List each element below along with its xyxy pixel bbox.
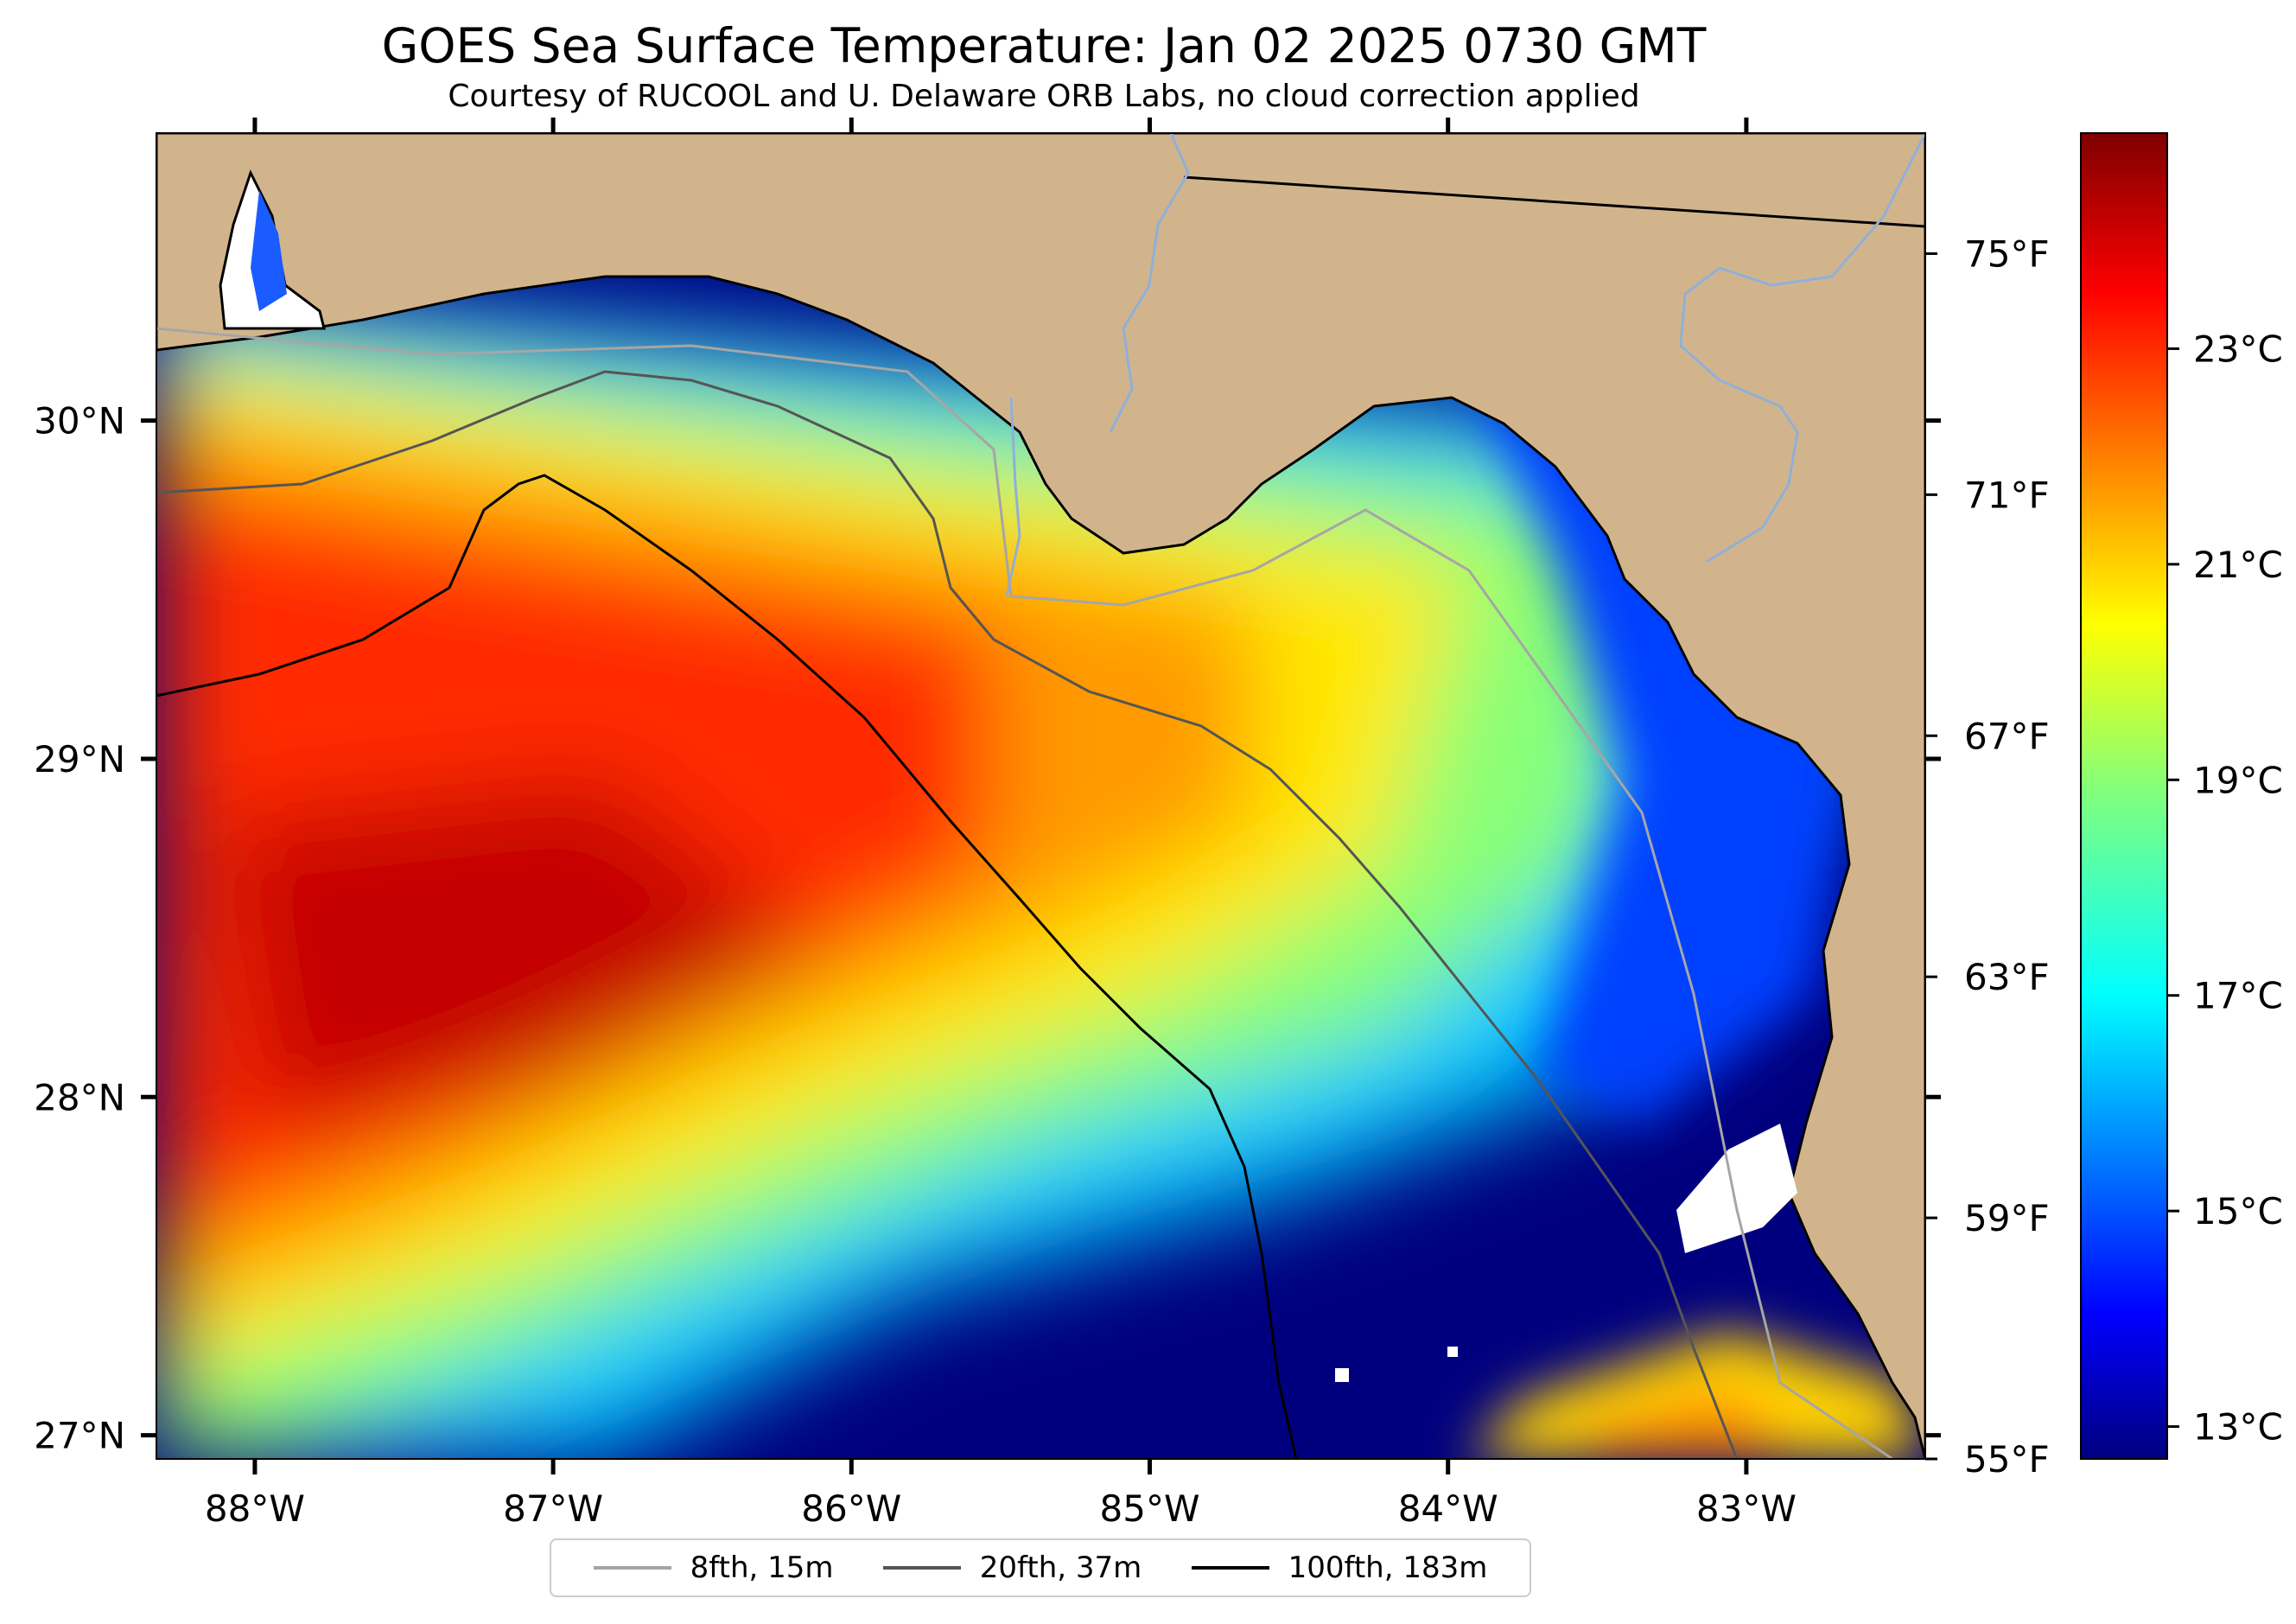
fahrenheit-tick-label: 67°F	[1964, 715, 2050, 757]
legend-label: 8fth, 15m	[690, 1551, 834, 1585]
legend-line-swatch	[1191, 1566, 1269, 1570]
isobath-contours	[156, 327, 1893, 1459]
lon-tick-label: 83°W	[1696, 1487, 1797, 1530]
lat-tick-label: 29°N	[34, 738, 125, 780]
isobath-100fth	[156, 474, 1298, 1459]
legend-label: 100fth, 183m	[1288, 1551, 1488, 1585]
colorbar-tick-label: 23°C	[2193, 328, 2283, 370]
lat-tick-label: 27°N	[34, 1415, 125, 1457]
fahrenheit-tick-label: 75°F	[1964, 232, 2050, 275]
rivers	[1005, 133, 1925, 597]
isobath-8fth	[156, 327, 1893, 1459]
legend-line-swatch	[882, 1566, 961, 1570]
lon-tick-label: 88°W	[205, 1487, 305, 1530]
fahrenheit-axis: 75°F 71°F 67°F 63°F 59°F 55°F	[1925, 232, 2050, 1481]
lon-tick-label: 85°W	[1100, 1487, 1200, 1530]
fahrenheit-tick-label: 71°F	[1964, 474, 2050, 516]
lat-tick-label: 28°N	[34, 1076, 125, 1118]
latitude-axis: 30°N 29°N 28°N 27°N	[34, 400, 1941, 1457]
no-data-patches	[1335, 1124, 1797, 1382]
colorbar	[2080, 132, 2168, 1460]
legend-line-swatch	[593, 1566, 671, 1570]
fahrenheit-tick-label: 63°F	[1964, 956, 2050, 998]
state-border	[1183, 175, 1925, 228]
colorbar-tick-label: 13°C	[2193, 1406, 2283, 1449]
colorbar-celsius-axis: 23°C 21°C 19°C 17°C 15°C 13°C	[2167, 328, 2283, 1449]
map-frame	[156, 132, 1926, 1460]
isobath-legend: 8fth, 15m 20fth, 37m 100fth, 183m	[550, 1538, 1531, 1597]
mobile-bay-water	[251, 190, 287, 311]
longitude-axis: 88°W 87°W 86°W 85°W 84°W 83°W	[205, 118, 1797, 1530]
legend-item: 8fth, 15m	[593, 1551, 834, 1585]
colorbar-tick-label: 19°C	[2193, 759, 2283, 801]
colorbar-tick-label: 21°C	[2193, 544, 2283, 586]
colorbar-tick-label: 15°C	[2193, 1190, 2283, 1232]
fahrenheit-tick-label: 59°F	[1964, 1197, 2050, 1239]
map-title: GOES Sea Surface Temperature: Jan 02 202…	[381, 18, 1707, 73]
lat-tick-label: 30°N	[34, 400, 125, 443]
lon-tick-label: 86°W	[801, 1487, 901, 1530]
map-subtitle: Courtesy of RUCOOL and U. Delaware ORB L…	[448, 79, 1640, 114]
lon-tick-label: 87°W	[503, 1487, 603, 1530]
legend-item: 20fth, 37m	[882, 1551, 1142, 1585]
isobath-20fth	[156, 370, 1739, 1459]
lon-tick-label: 84°W	[1398, 1487, 1498, 1530]
fahrenheit-tick-label: 55°F	[1964, 1438, 2050, 1481]
legend-label: 20fth, 37m	[979, 1551, 1142, 1585]
colorbar-tick-label: 17°C	[2193, 975, 2283, 1017]
legend-item: 100fth, 183m	[1191, 1551, 1488, 1585]
map-panel	[156, 133, 1925, 1459]
